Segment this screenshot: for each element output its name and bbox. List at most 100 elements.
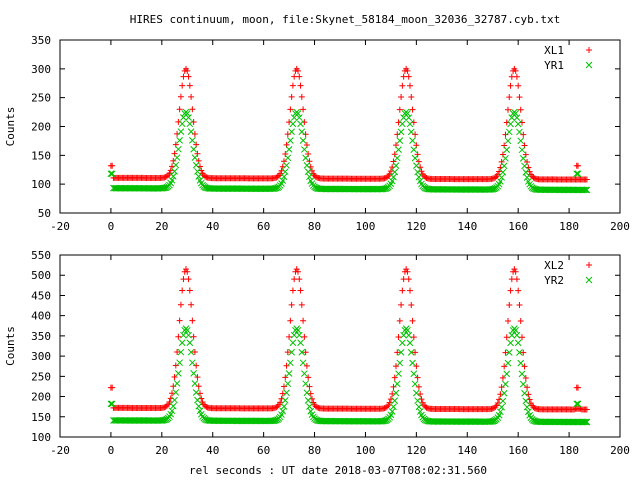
data-point [287,137,294,144]
data-point [297,120,304,128]
data-point [302,349,309,356]
data-point [274,173,281,180]
data-point [301,333,308,340]
data-point [517,318,524,325]
series-YR2 [107,325,591,426]
data-point [294,110,302,117]
data-point [521,389,528,397]
series-YR1 [107,108,591,194]
data-point [403,266,410,273]
data-point [497,391,504,398]
data-point [296,73,303,80]
data-point [507,339,514,347]
data-point [178,339,186,347]
data-point [399,339,406,347]
data-point [177,93,184,100]
data-point [386,170,393,177]
data-point [583,418,591,426]
data-point [293,266,300,273]
x-tick-label: 0 [108,444,115,457]
data-point [405,276,412,283]
y-axis-label: Counts [4,326,17,366]
y-tick-label: 500 [31,269,51,282]
data-point [502,131,509,138]
data-point [575,162,581,169]
data-point [411,380,419,388]
data-point [400,73,407,80]
data-point [171,374,178,381]
data-point [488,418,495,425]
data-point [186,339,194,347]
data-point [159,184,167,192]
series-XL1 [107,65,590,183]
data-point [186,120,194,128]
data-point [504,137,512,145]
data-point [195,173,203,180]
data-point [191,380,199,387]
data-point [492,174,499,181]
data-point [108,400,116,408]
data-point [302,154,309,162]
data-point [176,136,183,144]
data-point [191,348,198,355]
data-point [397,349,405,356]
data-point [406,120,414,128]
data-point [191,154,199,161]
data-point [284,154,292,162]
data-point [498,384,505,391]
plot-frame [59,254,621,438]
data-point [499,374,506,381]
data-point [526,168,533,175]
data-point [177,348,185,356]
data-point [283,161,290,169]
data-point [281,396,289,404]
data-point [176,106,183,113]
data-point [409,106,416,113]
data-point [393,154,401,162]
data-point [415,173,423,181]
data-point [283,362,290,369]
data-point [513,331,521,339]
data-point [571,406,578,413]
data-point [520,349,527,356]
data-point [502,380,509,388]
x-tick-label: 0 [108,220,115,233]
data-point [516,128,523,136]
data-point [396,359,404,367]
data-point [521,363,528,370]
data-point [198,167,205,174]
data-point [193,362,200,369]
data-point [179,82,186,89]
data-point [507,82,514,89]
data-point [504,359,512,367]
y-axis-label: Counts [4,107,17,147]
data-point [414,168,421,176]
data-point [309,167,315,174]
data-point [169,173,177,180]
data-point [409,137,416,145]
data-point [516,302,523,309]
x-tick-label: 20 [155,220,168,233]
data-point [395,334,402,341]
data-point [194,374,201,381]
data-point [407,287,413,294]
data-point [288,128,295,136]
data-point [190,370,197,377]
data-point [277,399,284,406]
x-tick-label: 180 [559,220,579,233]
x-tick-label: 200 [610,220,630,233]
data-point [280,173,288,181]
data-point [295,114,303,121]
data-point [302,380,309,388]
data-point [522,168,530,176]
data-point [304,168,312,176]
data-point [581,186,588,194]
data-point [190,333,197,340]
data-point [530,174,537,181]
data-point [575,384,581,391]
data-point [285,146,293,153]
x-tick-label: 200 [610,444,630,457]
panel-bottom: -20 0 20 40 60 80 100 120 140 160 180 200 100 150 200 2… [4,249,630,457]
data-point [574,170,582,178]
data-point [312,173,319,180]
